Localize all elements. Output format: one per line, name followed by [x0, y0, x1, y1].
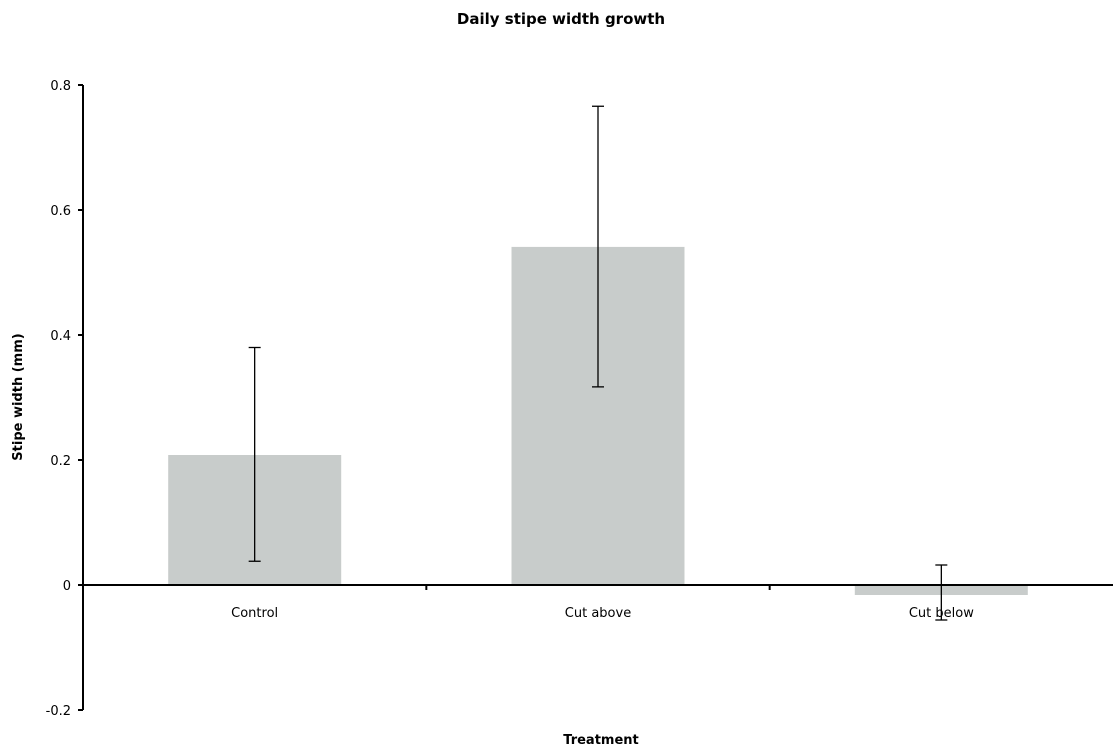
x-tick-label: Cut below: [909, 606, 974, 621]
y-tick-label: 0.2: [50, 454, 71, 469]
x-axis-title: Treatment: [563, 733, 639, 747]
y-tick-label: -0.2: [46, 704, 71, 719]
chart-title: Daily stipe width growth: [457, 10, 665, 28]
y-tick-label: 0.4: [50, 329, 71, 344]
y-tick-label: 0.8: [50, 79, 71, 94]
x-tick-label: Control: [231, 606, 278, 621]
y-axis-title: Stipe width (mm): [11, 333, 26, 460]
y-tick-label: 0.6: [50, 204, 71, 219]
labels-layer: -0.2 0 0.2 0.4 0.6 0.8 Control Cut above Cut bel…: [46, 79, 975, 719]
x-tick-label: Cut above: [565, 606, 631, 621]
error-bars-layer: [248, 105, 948, 621]
y-tick-label: 0: [63, 579, 71, 594]
